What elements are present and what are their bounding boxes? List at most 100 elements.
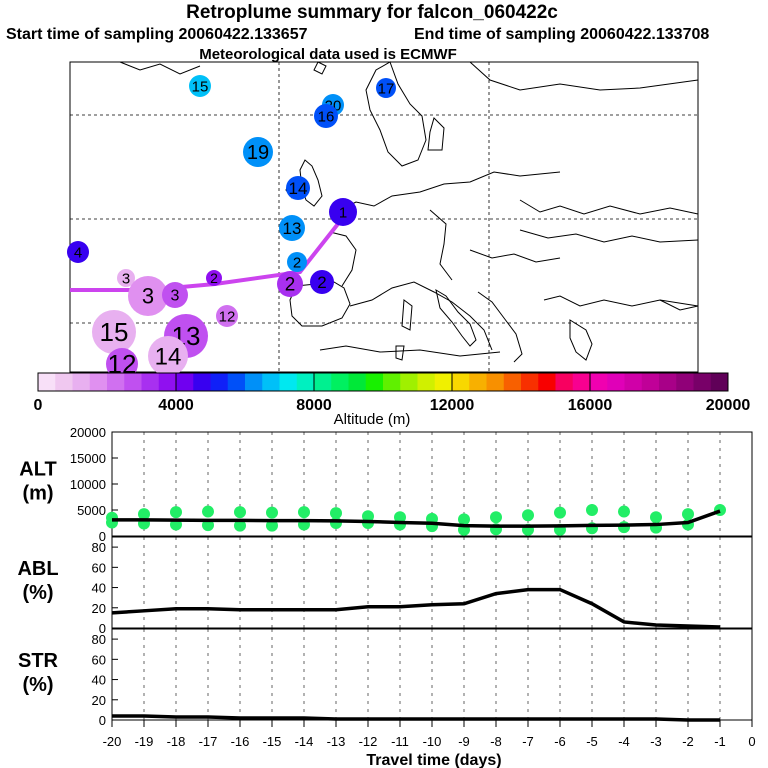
colorbar-swatch <box>296 373 315 391</box>
coastline <box>365 61 427 167</box>
cluster-label: 13 <box>283 219 302 238</box>
colorbar-swatch <box>434 373 453 391</box>
cluster-bubble <box>310 270 334 294</box>
cluster-bubble <box>216 305 238 327</box>
cluster-label: 1 <box>339 204 347 221</box>
colorbar-swatch <box>124 373 142 391</box>
colorbar-tick-label: 20000 <box>706 397 751 414</box>
cluster-bubble <box>279 215 305 241</box>
altitude-point <box>266 519 278 532</box>
x-tick-label: -13 <box>327 734 346 749</box>
y-tick-label: 0 <box>99 713 106 728</box>
cluster-marker: 2 <box>206 270 222 286</box>
colorbar-swatch <box>521 373 539 391</box>
y-tick-label: 20 <box>92 693 106 708</box>
x-tick-label: -11 <box>391 734 409 749</box>
x-tick-label: -3 <box>650 734 662 749</box>
colorbar-swatch <box>158 373 177 391</box>
colorbar-swatch <box>365 373 384 391</box>
cluster-bubble <box>243 137 273 167</box>
y-tick-label: 40 <box>92 673 106 688</box>
panel-abl: 0 20 40 60 80 ABL(%) <box>17 536 753 636</box>
panel-alt: 0 5000 10000 15000 20000 ALT(m) <box>19 425 753 544</box>
coastline <box>319 345 501 357</box>
altitude-point <box>266 506 278 519</box>
colorbar-tick-label: 12000 <box>430 397 475 414</box>
cluster-label: 2 <box>317 273 326 292</box>
cluster-bubble <box>67 241 89 263</box>
cluster-label: 14 <box>155 343 182 370</box>
x-axis: -20 -19 -18 -17 -16 -15 -14 -13 -12 -11 -10 -9 -8 -7-… <box>103 720 756 768</box>
colorbar-swatch <box>279 373 298 391</box>
colorbar-swatch <box>141 373 160 391</box>
altitude-point <box>138 508 150 521</box>
coastline <box>119 61 201 75</box>
colorbar-swatch <box>607 373 625 391</box>
y-tick-label: 20000 <box>70 425 106 440</box>
x-tick-label: -8 <box>490 734 502 749</box>
cluster-marker: 17 <box>376 78 396 98</box>
coastline <box>569 319 593 361</box>
colorbar-swatch <box>245 373 263 391</box>
cluster-label: 12 <box>219 308 236 325</box>
y-tick-label: 15000 <box>70 451 106 466</box>
colorbar-swatch <box>572 373 591 391</box>
map-frame <box>69 61 699 373</box>
colorbar-swatch <box>314 373 332 391</box>
colorbar-swatch <box>693 373 712 391</box>
cluster-label: 2 <box>293 254 301 271</box>
x-tick-label: -19 <box>135 734 154 749</box>
cluster-bubble <box>206 270 222 286</box>
cluster-label: 3 <box>142 284 154 309</box>
cluster-marker: 2 <box>277 271 303 297</box>
x-tick-label: -17 <box>199 734 218 749</box>
altitude-point <box>330 507 342 520</box>
colorbar-swatch <box>72 373 91 391</box>
colorbar-swatch <box>417 373 436 391</box>
colorbar-swatch <box>624 373 643 391</box>
panel-frame <box>111 536 753 629</box>
colorbar-swatch <box>38 373 56 391</box>
coastline <box>519 229 699 243</box>
coastline <box>395 345 405 361</box>
coastline <box>659 299 699 311</box>
coastline <box>477 291 523 363</box>
cluster-bubble <box>329 198 357 226</box>
cluster-label: 17 <box>378 80 395 97</box>
x-tick-label: -7 <box>522 734 534 749</box>
altitude-point <box>330 517 342 529</box>
altitude-point <box>202 505 214 518</box>
colorbar-swatch <box>227 373 246 391</box>
cluster-marker: 16 <box>314 104 338 128</box>
altitude-point <box>522 509 534 522</box>
colorbar-tick-label: 4000 <box>158 397 194 414</box>
cluster-marker: 3 <box>162 282 188 308</box>
colorbar-swatch <box>210 373 229 391</box>
colorbar-swatch <box>469 373 487 391</box>
x-tick-label: -20 <box>103 734 122 749</box>
cluster-marker: 4 <box>67 241 89 263</box>
coastline <box>313 61 327 75</box>
cluster-bubble <box>117 269 135 287</box>
x-tick-label: -12 <box>359 734 378 749</box>
colorbar-swatch <box>503 373 522 391</box>
colorbar-swatch <box>486 373 505 391</box>
cluster-bubble <box>128 276 168 316</box>
cluster-label: 4 <box>74 244 82 261</box>
series-line <box>112 509 721 528</box>
x-axis-label: Travel time (days) <box>366 752 501 768</box>
cluster-label: 14 <box>289 179 308 198</box>
y-tick-label: 0 <box>99 621 106 636</box>
colorbar-swatch <box>383 373 401 391</box>
cluster-bubble <box>92 310 136 354</box>
y-tick-label: 80 <box>92 540 106 555</box>
colorbar-swatch <box>262 373 280 391</box>
colorbar-swatch <box>590 373 608 391</box>
series-line <box>112 714 720 722</box>
cluster-marker: 3 <box>117 269 135 287</box>
cluster-marker: 15 <box>92 310 136 354</box>
y-tick-label: 5000 <box>77 503 106 518</box>
